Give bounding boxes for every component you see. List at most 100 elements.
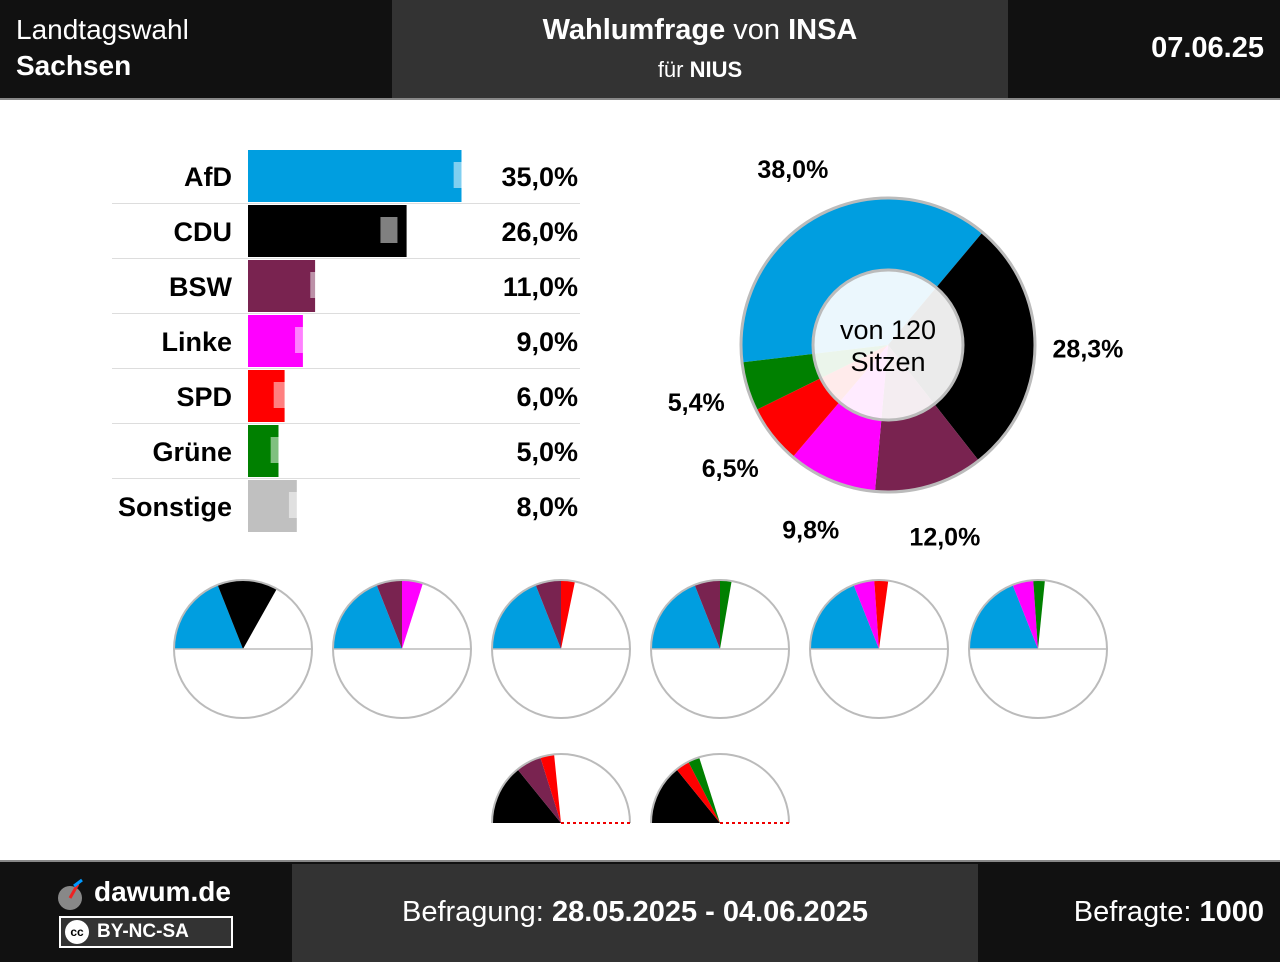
seat-total-line1: von 120: [840, 315, 936, 345]
party-label-bsw: BSW: [169, 272, 233, 302]
coalition-charts: [173, 579, 1108, 824]
bar-linke: [248, 315, 303, 367]
coalition-afd-bsw-linke: [332, 579, 472, 719]
value-label-sonstige: 8,0%: [516, 492, 578, 522]
coalition-slice-bsw: [517, 757, 561, 823]
previous-marker-bsw: [310, 272, 328, 298]
coalition-afd-cdu: [173, 579, 313, 719]
coalition-slice-afd: [174, 584, 243, 649]
party-label-afd: AfD: [184, 162, 232, 192]
value-label-spd: 6,0%: [516, 382, 578, 412]
poll-date: 07.06.25: [1151, 32, 1264, 64]
coalition-slice-linke: [1012, 580, 1038, 649]
poll-client: für NIUS: [392, 57, 1008, 83]
coalition-slice-linke: [402, 580, 423, 649]
bar-cdu: [248, 205, 407, 257]
bar-afd: [248, 150, 462, 202]
seat-label-spd: 6,5%: [702, 455, 759, 483]
party-label-gruene: Grüne: [152, 437, 232, 467]
coalition-outline: [491, 753, 631, 824]
previous-marker-spd: [273, 382, 291, 408]
cc-icon: cc: [65, 920, 89, 944]
party-label-sonstige: Sonstige: [118, 492, 232, 522]
coalition-afd-linke-spd: [809, 579, 949, 719]
coalition-slice-cdu: [217, 580, 277, 649]
election-state: Sachsen: [16, 50, 132, 81]
coalition-slice-cdu: [651, 769, 720, 823]
footer-bar: dawum.de cc BY-NC-SA Befragung: 28.05.20…: [0, 860, 1280, 962]
bar-chart: AfD 35,0% CDU 26,0% BSW 11,0% Linke 9,0% SPD 6,0%…: [112, 150, 580, 532]
poll-title: Wahlumfrage von INSA: [392, 14, 1008, 47]
donut-center: [811, 268, 965, 422]
coalition-slice-spd: [874, 580, 889, 649]
respondents-box: Befragte: 1000: [978, 864, 1280, 962]
header-bar: Landtagswahl Sachsen Wahlumfrage von INS…: [0, 0, 1280, 100]
election-box: Landtagswahl Sachsen: [0, 0, 392, 98]
coalition-slice-linke: [853, 580, 879, 649]
respondents: Befragte: 1000: [1074, 896, 1264, 929]
value-label-gruene: 5,0%: [516, 437, 578, 467]
coalition-cdu-bsw-spd: [491, 753, 631, 824]
coalition-slice-gruene: [688, 757, 720, 823]
license-badge[interactable]: cc BY-NC-SA: [59, 916, 233, 948]
donut-outline: [739, 196, 1037, 494]
survey-period-box: Befragung: 28.05.2025 - 04.06.2025: [292, 864, 978, 962]
client-prefix: für: [657, 57, 690, 82]
survey-dates: 28.05.2025 - 04.06.2025: [551, 896, 868, 928]
seat-label-bsw: 12,0%: [909, 524, 980, 552]
seat-total-line2: Sitzen: [850, 347, 925, 377]
respondents-label: Befragte:: [1073, 896, 1200, 928]
source-name[interactable]: dawum.de: [94, 876, 231, 907]
coalition-slice-bsw: [376, 580, 402, 649]
seat-label-gruene: 5,4%: [668, 389, 725, 417]
seat-label-linke: 9,8%: [782, 516, 839, 544]
coalition-afd-linke-gruene: [968, 579, 1108, 719]
coalition-outline: [650, 753, 790, 824]
poll-title-box: Wahlumfrage von INSA für NIUS: [392, 0, 1008, 98]
client-name: NIUS: [689, 57, 743, 82]
previous-marker-cdu: [380, 217, 398, 243]
party-label-cdu: CDU: [174, 217, 233, 247]
coalition-slice-afd: [969, 584, 1038, 649]
value-label-linke: 9,0%: [516, 327, 578, 357]
previous-marker-gruene: [270, 437, 288, 463]
bar-bsw: [248, 260, 316, 312]
coalition-slice-afd: [333, 584, 402, 649]
coalition-cdu-spd-gruene: [650, 753, 790, 824]
coalition-slice-bsw: [535, 580, 561, 649]
coalition-slice-gruene: [720, 580, 732, 649]
poll-title-word: Wahlumfrage: [542, 14, 726, 46]
coalition-slice-bsw: [694, 580, 720, 649]
coalition-slice-cdu: [492, 769, 561, 823]
dawum-logo-icon: [58, 878, 83, 910]
previous-marker-afd: [453, 162, 471, 188]
respondents-count: 1000: [1199, 896, 1264, 928]
party-label-spd: SPD: [176, 382, 232, 412]
coalition-slice-spd: [676, 761, 720, 823]
survey-period: Befragung: 28.05.2025 - 04.06.2025: [292, 896, 978, 929]
previous-marker-sonstige: [288, 492, 306, 518]
source-box: dawum.de cc BY-NC-SA: [0, 864, 292, 962]
seat-label-afd: 38,0%: [757, 156, 828, 184]
coalition-slice-afd: [492, 584, 561, 649]
party-label-linke: Linke: [161, 327, 232, 357]
coalition-slice-afd: [810, 584, 879, 649]
election-type: Landtagswahl: [16, 14, 189, 45]
value-label-bsw: 11,0%: [503, 272, 578, 302]
survey-label: Befragung:: [401, 896, 552, 928]
bar-sonstige: [248, 480, 297, 532]
license-text: BY-NC-SA: [97, 921, 189, 942]
coalition-slice-spd: [540, 754, 561, 823]
coalition-afd-bsw-spd: [491, 579, 631, 719]
value-label-afd: 35,0%: [501, 162, 578, 192]
coalition-slice-spd: [561, 580, 575, 649]
pollster: INSA: [788, 14, 858, 46]
poll-title-von: von: [725, 14, 789, 46]
value-label-cdu: 26,0%: [501, 217, 578, 247]
seat-label-cdu: 28,3%: [1053, 335, 1124, 363]
coalition-slice-gruene: [1033, 580, 1045, 649]
coalition-afd-bsw-gruene: [650, 579, 790, 719]
date-box: 07.06.25: [1008, 0, 1280, 98]
coalition-slice-afd: [651, 584, 720, 649]
